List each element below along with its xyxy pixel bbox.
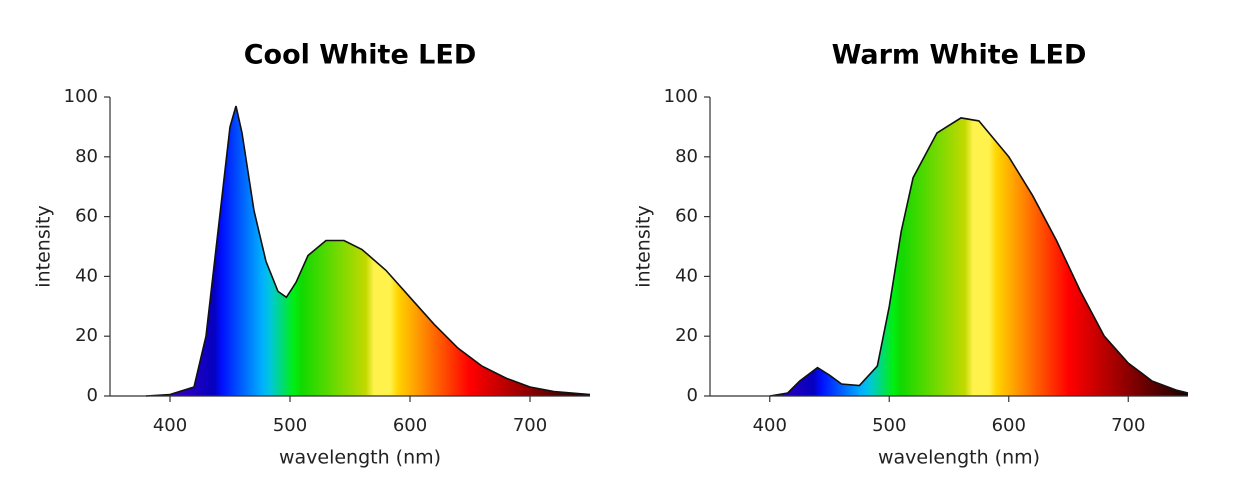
x-tick-label: 600 bbox=[992, 415, 1026, 436]
x-tick-label: 400 bbox=[753, 415, 787, 436]
y-tick-label: 0 bbox=[87, 385, 98, 406]
x-tick-label: 600 bbox=[393, 415, 427, 436]
y-tick-label: 0 bbox=[687, 385, 698, 406]
chart-title: Cool White LED bbox=[244, 40, 477, 71]
y-tick-label: 20 bbox=[675, 325, 698, 346]
y-axis-label: intensity bbox=[33, 205, 55, 287]
x-tick-label: 500 bbox=[273, 415, 307, 436]
x-axis-label: wavelength (nm) bbox=[878, 447, 1040, 469]
x-axis-label: wavelength (nm) bbox=[279, 447, 441, 469]
y-tick-label: 60 bbox=[675, 206, 698, 227]
y-tick-label: 100 bbox=[664, 86, 698, 107]
y-tick-label: 40 bbox=[675, 265, 698, 286]
x-tick-label: 700 bbox=[1111, 415, 1145, 436]
y-tick-label: 60 bbox=[75, 206, 98, 227]
x-tick-label: 500 bbox=[872, 415, 906, 436]
y-axis-label: intensity bbox=[633, 205, 655, 287]
y-tick-label: 80 bbox=[75, 146, 98, 167]
y-tick-label: 80 bbox=[675, 146, 698, 167]
x-tick-label: 400 bbox=[153, 415, 187, 436]
x-tick-label: 700 bbox=[513, 415, 547, 436]
spectrum-area bbox=[146, 106, 590, 396]
y-tick-label: 20 bbox=[75, 325, 98, 346]
spectrum-area bbox=[769, 117, 1188, 397]
y-tick-label: 40 bbox=[75, 265, 98, 286]
y-tick-label: 100 bbox=[64, 86, 98, 107]
spectrum-outline bbox=[145, 105, 591, 397]
chart-title: Warm White LED bbox=[832, 40, 1087, 71]
spectrum-outline bbox=[769, 117, 1189, 397]
